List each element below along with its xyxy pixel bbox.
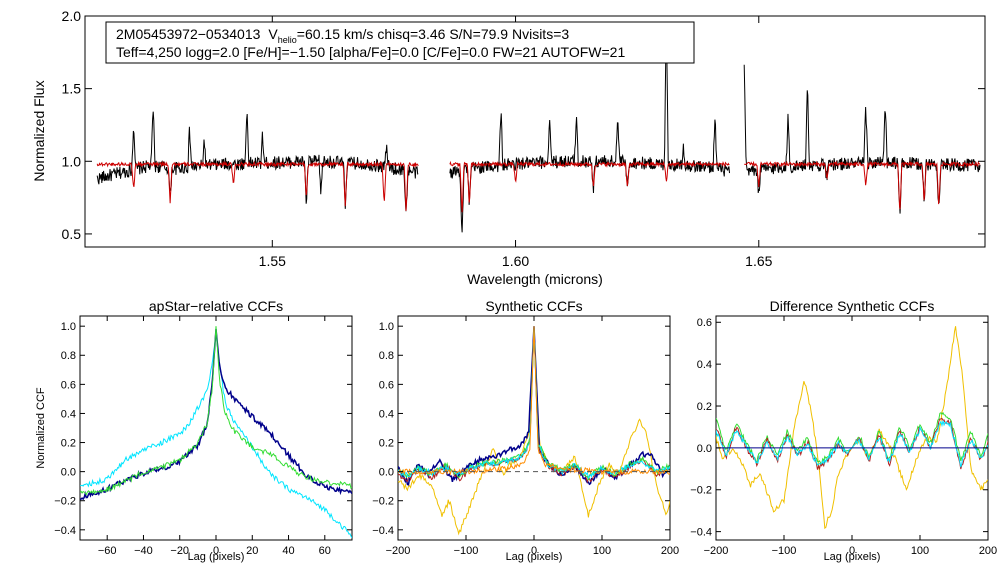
spectrum-observed-segment-1 [96, 111, 419, 212]
difference-ccf-panel: −200 −100 0 100 200 −0.4 −0.2 0.0 0.2 0.4 0.6 Diff… [690, 298, 997, 563]
y-tick-label: 0.2 [379, 438, 394, 450]
y-tick-label: 0.0 [379, 467, 394, 479]
annotation-line-2: Teff=4,250 logg=2.0 [Fe/H]=−1.50 [alpha/… [116, 44, 625, 60]
y-tick-label: 0.2 [697, 401, 712, 413]
spectrum-plot-frame [84, 15, 986, 248]
spectrum-y-axis-label: Normalized Flux [31, 80, 47, 181]
y-tick-label: 0.6 [379, 379, 394, 391]
apstar-ccf-panel: −60 −40 −20 0 20 40 60 −0.4 −0.2 0.0 0.2 0.4 0.6 0.8 1… [35, 298, 353, 563]
x-tick-label: 100 [593, 545, 611, 557]
x-tick-label: 100 [911, 545, 929, 557]
x-tick-label: −40 [134, 545, 153, 557]
y-tick-label: 0.2 [61, 438, 76, 450]
synthetic-ccf-title: Synthetic CCFs [485, 298, 582, 314]
apstar-ccf-title: apStar−relative CCFs [149, 298, 283, 314]
x-tick-label: 1.55 [259, 253, 286, 269]
y-tick-label: 0.8 [61, 350, 76, 362]
synthetic-ccf-series [398, 326, 670, 536]
x-tick-label: 1.65 [745, 253, 772, 269]
y-tick-label: 0.4 [697, 359, 712, 371]
y-tick-label: 0.6 [697, 317, 712, 329]
y-tick-label: 1.0 [379, 321, 394, 333]
y-tick-label: 0.5 [62, 226, 82, 242]
difference-ccf-x-axis-label: Lag (pixels) [824, 551, 881, 563]
y-tick-label: 0.6 [61, 379, 76, 391]
y-tick-label: 0.0 [697, 443, 712, 455]
x-tick-label: −20 [170, 545, 189, 557]
annotation-line-1: 2M05453972−0534013 Vhelio=60.15 km/s chis… [116, 26, 569, 45]
y-tick-label: 0.8 [379, 350, 394, 362]
x-tick-label: 60 [319, 545, 331, 557]
y-tick-label: −0.2 [54, 496, 76, 508]
x-tick-label: −200 [386, 545, 411, 557]
y-tick-label: −0.2 [690, 485, 712, 497]
difference-ccf-axis-ticks: −200 −100 0 100 200 −0.4 −0.2 0.0 0.2 0.4 0.6 [690, 316, 997, 557]
x-tick-label: −60 [98, 545, 117, 557]
x-tick-label: 20 [246, 545, 258, 557]
synthetic-ccf-panel: −200 −100 0 100 200 −0.4 −0.2 0.0 0.2 0.4 0.6 0.8 1.… [372, 298, 679, 563]
x-tick-label: −100 [454, 545, 479, 557]
vhelio-stats: =60.15 km/s chisq=3.46 S/N=79.9 Nvisits=… [297, 26, 570, 42]
x-tick-label: 200 [979, 545, 997, 557]
vhelio-subscript: helio [278, 35, 297, 45]
synthetic-ccf-x-axis-label: Lag (pixels) [506, 551, 563, 563]
apstar-ccf-series [80, 326, 352, 539]
spectrum-model-segment-3 [743, 160, 981, 210]
x-tick-label: 0 [213, 545, 219, 557]
spectrum-series [96, 22, 981, 233]
y-tick-label: −0.4 [690, 527, 712, 539]
x-tick-label: 0 [531, 545, 537, 557]
x-tick-label: 1.60 [502, 253, 529, 269]
y-tick-label: 0.0 [61, 467, 76, 479]
spectrum-axis-ticks: 1.55 1.60 1.65 0.5 1.0 1.5 2.0 [62, 8, 985, 269]
y-tick-label: −0.2 [372, 496, 394, 508]
apstar-ccf-x-axis-label: Lag (pixels) [188, 551, 245, 563]
x-tick-label: 200 [661, 545, 679, 557]
spectrum-x-axis-label: Wavelength (microns) [467, 271, 603, 287]
difference-ccf-series [716, 326, 988, 530]
apstar-ccf-axis-ticks: −60 −40 −20 0 20 40 60 −0.4 −0.2 0.0 0.2 0.4 0.6 0.8 1… [54, 316, 352, 557]
spectrum-model-segment-2 [449, 160, 730, 213]
vhelio-symbol: V [268, 26, 278, 42]
x-tick-label: −100 [772, 545, 797, 557]
spectrum-panel: 1.55 1.60 1.65 0.5 1.0 1.5 2.0 Wavelength (mic… [31, 8, 986, 287]
y-tick-label: 1.0 [61, 321, 76, 333]
y-tick-label: −0.4 [372, 525, 394, 537]
y-tick-label: −0.4 [54, 525, 76, 537]
ccf-line-orange [398, 326, 670, 476]
annotation-box [105, 21, 695, 64]
y-tick-label: 0.4 [379, 408, 394, 420]
y-tick-label: 0.4 [61, 408, 76, 420]
difference-ccf-title: Difference Synthetic CCFs [770, 298, 935, 314]
star-id: 2M05453972−0534013 [116, 26, 261, 42]
synthetic-ccf-axis-ticks: −200 −100 0 100 200 −0.4 −0.2 0.0 0.2 0.4 0.6 0.8 1.… [372, 316, 679, 557]
y-tick-label: 1.0 [62, 153, 82, 169]
x-tick-label: 40 [282, 545, 294, 557]
ccf-line-green [80, 326, 352, 496]
spectrum-model-segment-1 [96, 160, 419, 211]
y-tick-label: 1.5 [62, 81, 82, 97]
x-tick-label: 0 [849, 545, 855, 557]
x-tick-label: −200 [704, 545, 729, 557]
apstar-ccf-y-axis-label: Normalized CCF [35, 387, 47, 469]
y-tick-label: 2.0 [62, 8, 82, 24]
